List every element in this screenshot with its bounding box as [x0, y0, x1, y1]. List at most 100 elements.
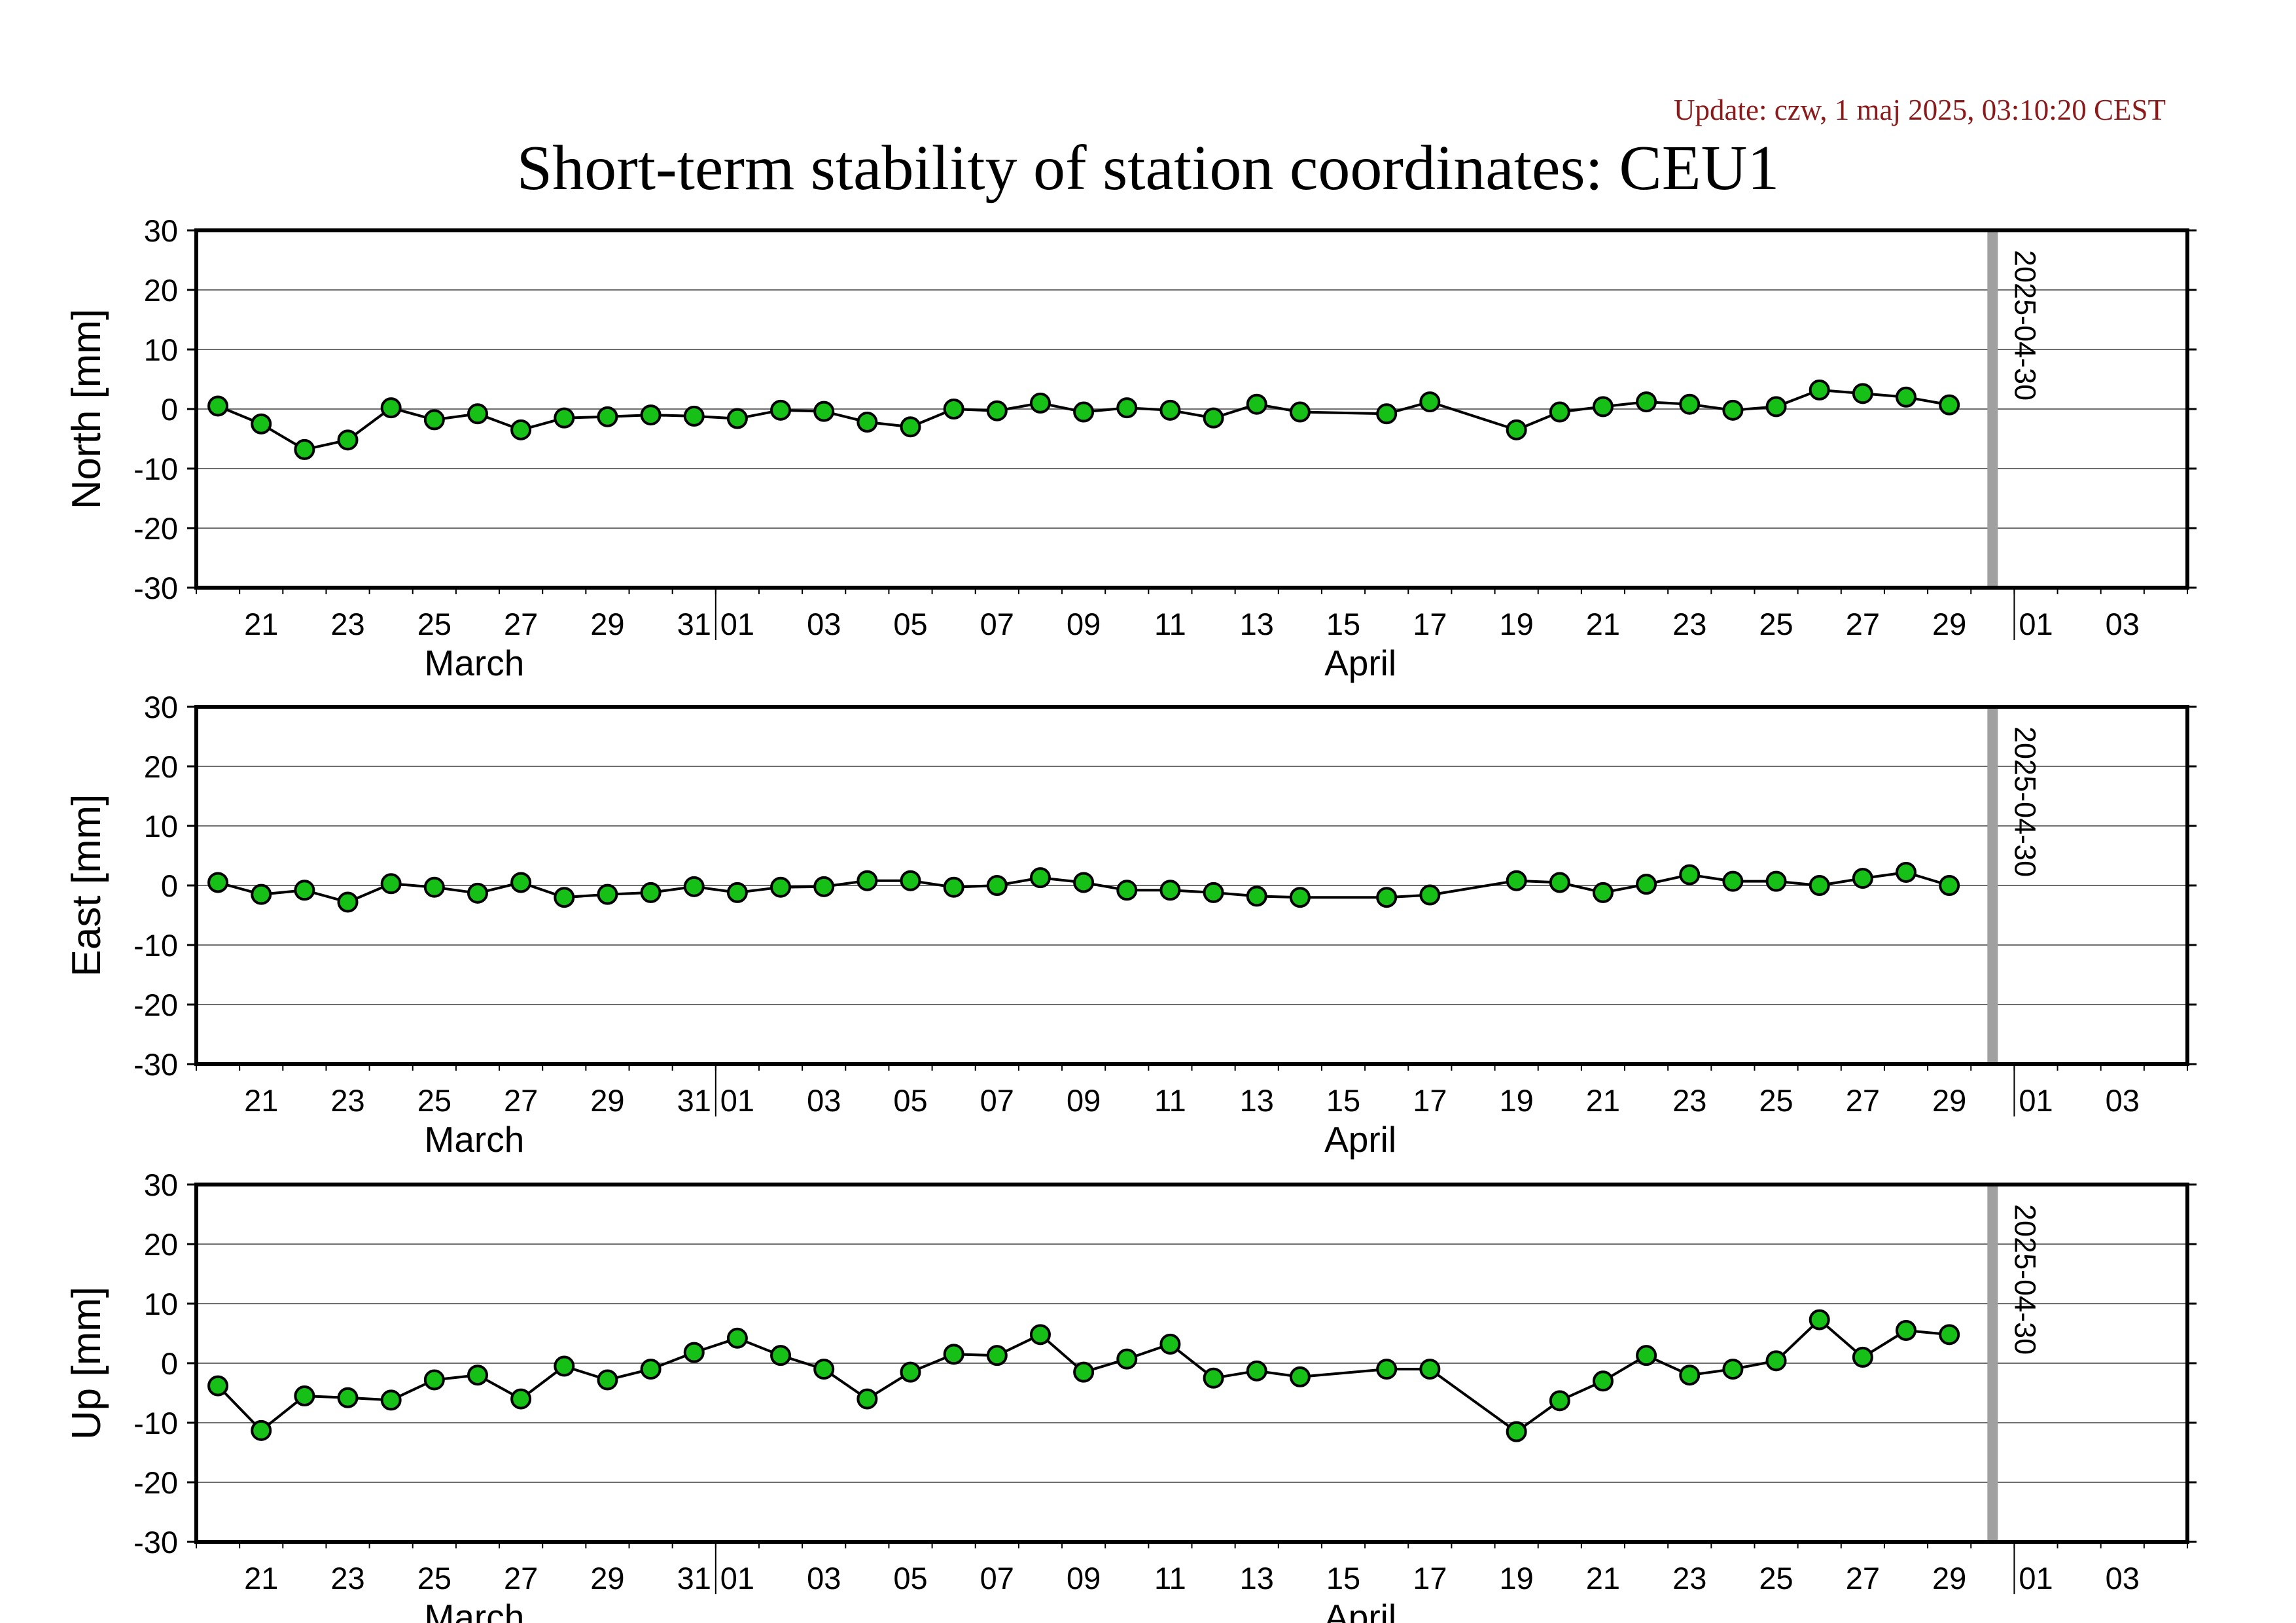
data-point	[251, 1419, 272, 1441]
y-tick-label: -10	[133, 452, 178, 486]
x-tick-label: 31	[677, 1561, 711, 1596]
data-point	[640, 882, 662, 903]
x-tick-label: 03	[807, 607, 841, 641]
date-marker-label: 2025-04-30	[2008, 726, 2041, 877]
data-point	[770, 1345, 792, 1366]
data-point	[1722, 870, 1744, 892]
data-point	[1159, 399, 1181, 421]
data-point	[1289, 887, 1311, 908]
x-tick-label: 23	[1672, 607, 1706, 641]
x-tick-label: 29	[590, 1561, 624, 1596]
data-point	[1852, 383, 1873, 404]
data-point	[423, 1369, 445, 1391]
x-tick-label: 31	[677, 607, 711, 641]
data-point	[1809, 1309, 1830, 1330]
x-tick-label: 25	[417, 1083, 451, 1118]
data-point	[1203, 882, 1224, 903]
x-tick-label: 29	[590, 1083, 624, 1118]
x-tick-label: 07	[980, 1561, 1014, 1596]
x-tick-label: 11	[1154, 1561, 1186, 1596]
data-point	[1592, 882, 1614, 903]
x-tick-label: 25	[417, 607, 451, 641]
chart-panel-2: 30 20 10 0 -10 -20 -30 East [mm] 21 23 25 27 29 31 01 0…	[64, 690, 2197, 1160]
data-point	[1549, 1390, 1570, 1412]
date-marker-label: 2025-04-30	[2008, 1204, 2041, 1355]
x-tick-label: 03	[807, 1561, 841, 1596]
data-point	[726, 1327, 748, 1349]
y-tick-label: -10	[133, 1406, 178, 1440]
y-tick-label: 20	[144, 1227, 178, 1262]
data-point	[294, 438, 315, 460]
data-point	[337, 429, 359, 451]
x-tick-label: 05	[893, 607, 927, 641]
data-point	[813, 401, 835, 422]
x-tick-label: 09	[1067, 1083, 1101, 1118]
x-tick-label: 27	[1846, 607, 1880, 641]
data-point	[943, 399, 964, 419]
data-point	[1246, 393, 1267, 415]
plot-frame	[194, 228, 2189, 590]
data-point	[337, 891, 359, 913]
data-point	[683, 1342, 705, 1363]
data-point	[1029, 867, 1051, 889]
x-tick-label: 29	[590, 607, 624, 641]
data-point	[943, 876, 964, 898]
data-point	[1765, 1350, 1787, 1372]
data-point	[1289, 401, 1311, 423]
chart-panel-1: 30 20 10 0 -10 -20 -30 North [mm] 21 23 25 27 29 31 01…	[64, 213, 2197, 683]
data-point	[1116, 397, 1138, 419]
data-point	[1636, 1345, 1657, 1366]
y-tick-label: 0	[161, 868, 178, 903]
x-tick-label: 13	[1240, 1083, 1274, 1118]
y-axis-label: North [mm]	[64, 309, 109, 510]
data-point	[597, 406, 618, 427]
update-timestamp: Update: czw, 1 maj 2025, 03:10:20 CEST	[1674, 94, 2166, 126]
x-tick-label: 21	[244, 1561, 278, 1596]
chart-panel-3: 30 20 10 0 -10 -20 -30 Up [mm] 21 23 25 27 29 31 01 03 0…	[64, 1168, 2197, 1623]
data-point	[510, 1388, 532, 1410]
data-point	[1679, 393, 1701, 415]
x-tick-label: 23	[330, 1561, 364, 1596]
data-point	[857, 870, 878, 891]
data-point	[1679, 864, 1701, 885]
data-point	[1896, 861, 1917, 883]
data-point	[900, 1361, 921, 1383]
data-point	[380, 1389, 402, 1411]
plot-frame	[194, 1183, 2189, 1544]
data-point	[1636, 874, 1657, 895]
data-point	[770, 399, 792, 421]
x-tick-label: 01	[2019, 1561, 2053, 1596]
x-tick-label: 03	[2106, 607, 2140, 641]
y-tick-label: -20	[133, 1465, 178, 1500]
x-tick-label: 27	[504, 1083, 538, 1118]
x-tick-label: 21	[1586, 1083, 1620, 1118]
data-point	[1289, 1366, 1311, 1387]
data-point	[640, 1359, 662, 1380]
y-axis-label: East [mm]	[64, 794, 109, 976]
x-tick-label: 29	[1932, 1083, 1966, 1118]
data-point	[1506, 419, 1527, 440]
data-point	[1549, 872, 1570, 893]
data-point	[554, 887, 575, 908]
y-tick-label: -30	[133, 1047, 178, 1082]
data-point	[1506, 870, 1527, 891]
data-point	[1939, 1324, 1960, 1346]
data-point	[1376, 1359, 1398, 1380]
data-point	[1419, 884, 1441, 906]
y-tick-label: 10	[144, 809, 178, 844]
data-point	[986, 1345, 1008, 1366]
data-point	[1809, 379, 1830, 401]
y-tick-label: 30	[144, 213, 178, 248]
data-point	[1549, 401, 1570, 423]
x-tick-label: 09	[1067, 1561, 1101, 1596]
data-point	[1029, 392, 1051, 414]
data-point	[1506, 1421, 1527, 1442]
data-point	[207, 872, 229, 893]
y-tick-label: 20	[144, 749, 178, 784]
y-tick-label: 30	[144, 690, 178, 724]
x-tick-label: 29	[1932, 607, 1966, 641]
x-tick-label: 21	[1586, 607, 1620, 641]
data-point	[1939, 875, 1960, 896]
month-label: March	[425, 1119, 525, 1160]
